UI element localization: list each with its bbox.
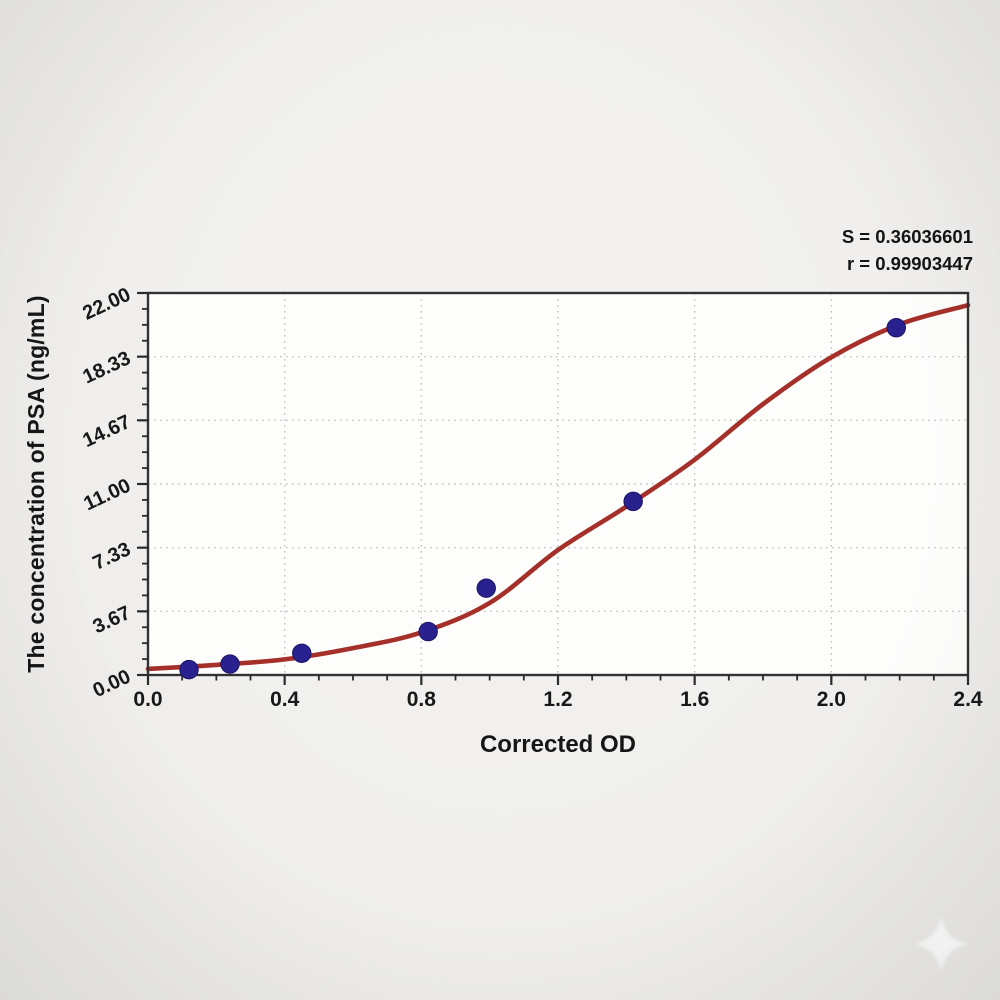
data-point — [179, 659, 199, 680]
y-axis-title: The concentration of PSA (ng/mL) — [23, 295, 49, 673]
data-point — [220, 654, 240, 674]
x-tick-label: 2.4 — [953, 688, 983, 711]
fit-statistic-r: r = 0.99903447 — [846, 253, 973, 274]
x-axis-title: Corrected OD — [479, 731, 637, 758]
x-tick-label: 1.2 — [543, 688, 572, 711]
y-tick-label: 0.00 — [90, 666, 135, 702]
fit-statistics: S = 0.36036601 r = 0.99903447 — [842, 223, 973, 277]
x-tick-label: 0.8 — [407, 688, 437, 711]
y-tick-label: 11.00 — [80, 475, 134, 516]
sparkle-icon — [913, 916, 969, 972]
y-tick-label: 14.67 — [79, 411, 134, 452]
fit-curve — [145, 302, 971, 672]
y-tick-label: 22.00 — [79, 284, 134, 325]
data-point — [623, 491, 643, 512]
y-tick-label: 7.33 — [90, 538, 135, 574]
x-tick-label: 1.6 — [680, 688, 709, 711]
data-point — [418, 621, 438, 642]
y-tick-label: 3.67 — [90, 602, 135, 638]
x-tick-label: 0.4 — [270, 688, 300, 711]
y-tick-label: 18.33 — [79, 347, 134, 388]
data-point — [886, 318, 906, 338]
x-tick-label: 0.0 — [133, 688, 162, 711]
x-tick-label: 2.0 — [817, 688, 846, 711]
data-point — [476, 578, 496, 598]
data-point — [292, 643, 312, 663]
fit-statistic-s: S = 0.36036601 — [841, 226, 973, 247]
